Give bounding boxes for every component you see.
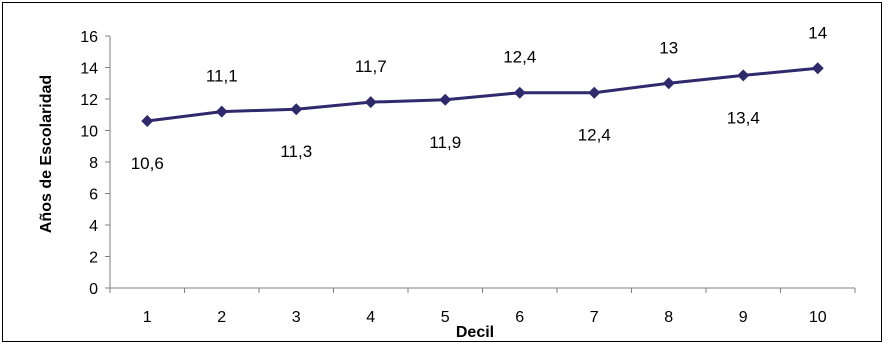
data-point-marker (737, 69, 750, 82)
y-axis-ticks: 0 2 4 6 8 10 12 14 16 (80, 29, 110, 298)
x-axis-ticks: 1 2 3 4 5 6 7 8 9 10 (109, 288, 856, 326)
x-tick-label: 6 (515, 309, 524, 326)
y-tick-label: 4 (89, 218, 98, 235)
data-label: 12,4 (578, 126, 611, 145)
data-label: 14 (808, 23, 827, 42)
y-tick-label: 2 (89, 250, 98, 267)
x-axis-title: Decil (456, 324, 494, 341)
x-tick-label: 7 (590, 309, 599, 326)
x-tick-label: 1 (143, 309, 152, 326)
data-point-marker (811, 62, 824, 75)
x-tick-label: 8 (664, 309, 673, 326)
y-tick-label: 0 (89, 281, 98, 298)
x-tick-label: 4 (366, 309, 375, 326)
data-label: 11,9 (429, 133, 461, 152)
data-point-marker (141, 115, 154, 128)
x-tick-label: 2 (217, 309, 226, 326)
y-tick-label: 8 (89, 155, 98, 172)
x-tick-label: 3 (292, 309, 301, 326)
data-point-marker (662, 77, 675, 90)
data-point-marker (588, 86, 601, 99)
y-tick-label: 6 (89, 187, 98, 204)
data-point-marker (215, 105, 228, 118)
data-point-marker (364, 96, 377, 109)
data-labels: 10,6 11,1 11,3 11,7 11,9 12,4 12,4 13 13,4 14 (131, 23, 828, 173)
y-tick-label: 14 (80, 61, 98, 78)
chart-frame: 0 2 4 6 8 10 12 14 16 1 2 3 4 5 6 7 8 9 10 10,6 11,1 11,3 11… (2, 2, 882, 342)
x-tick-label: 10 (809, 309, 827, 326)
series (141, 62, 824, 128)
data-label: 13,4 (727, 108, 760, 127)
y-tick-label: 10 (80, 124, 98, 141)
y-tick-label: 12 (80, 92, 98, 109)
series-line (147, 66, 818, 123)
y-axis-title: Años de Escolaridad (38, 75, 55, 233)
y-tick-label: 16 (80, 29, 98, 46)
data-point-marker (439, 93, 452, 106)
data-label: 10,6 (131, 154, 164, 173)
data-label: 12,4 (503, 48, 536, 67)
x-tick-label: 9 (739, 309, 748, 326)
data-label: 13 (659, 38, 678, 57)
data-label: 11,3 (280, 142, 312, 161)
data-point-marker (513, 86, 526, 99)
x-tick-label: 5 (441, 309, 450, 326)
data-label: 11,7 (355, 57, 387, 76)
data-label: 11,1 (206, 67, 238, 86)
data-point-marker (290, 103, 303, 116)
